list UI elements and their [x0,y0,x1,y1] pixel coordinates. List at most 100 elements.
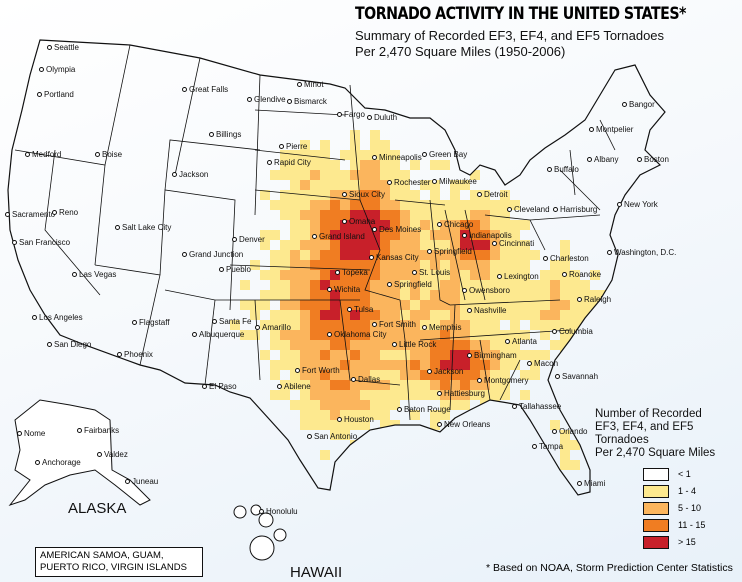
state-border [449,299,561,306]
city-label: Fargo [337,110,365,119]
city-name: New Orleans [444,420,491,429]
city-marker-icon [512,404,517,410]
density-cell [440,280,450,290]
density-cell [490,260,500,270]
city-marker-icon [17,431,22,437]
city-name: Grand Junction [189,250,244,259]
density-cell [320,340,330,350]
density-cell [380,360,390,370]
density-cell [310,370,320,380]
state-border [449,304,456,411]
density-cell [390,180,400,190]
territories-line-2: PUERTO RICO, VIRGIN ISLANDS [40,562,187,573]
city-name: San Francisco [19,238,71,247]
city-marker-icon [115,225,120,231]
density-cell [380,400,390,410]
density-cell [510,260,520,270]
density-cell [510,270,520,280]
density-cell [440,250,450,260]
density-cell [500,240,510,250]
city-label: Chicago [437,220,473,229]
city-label: Sacramento [5,210,55,219]
legend-item: < 1 [643,468,691,481]
state-border [44,149,101,296]
density-cell [310,290,320,300]
city-marker-icon [337,112,342,118]
density-cell [410,200,420,210]
density-cell [450,210,460,220]
density-cell [360,160,370,170]
density-cell [290,150,300,160]
city-label: Wichita [327,285,360,294]
density-cell [360,280,370,290]
density-cell [560,260,570,270]
state-border [429,199,451,306]
density-cell [410,330,420,340]
density-cell [490,250,500,260]
density-cell [310,410,320,420]
density-cell [280,190,290,200]
density-cell [320,220,330,230]
density-cell [280,320,290,330]
density-cell [330,190,340,200]
density-cell [450,350,460,360]
density-cell [460,180,470,190]
density-cell [230,320,240,330]
density-cell [280,350,290,360]
density-cell [540,300,550,310]
city-label: San Francisco [12,238,70,247]
density-cell [270,370,280,380]
density-cell [310,190,320,200]
density-cell [360,350,370,360]
density-cell [510,230,520,240]
city-marker-icon [589,127,594,133]
legend-item: 1 - 4 [643,485,696,498]
city-name: Memphis [429,323,462,332]
density-cell [330,230,340,240]
density-cell [260,240,270,250]
density-cell [240,330,250,340]
density-cell [290,260,300,270]
city-label: Memphis [422,323,461,332]
density-cell [290,190,300,200]
density-cell [370,280,380,290]
state-border [164,139,261,191]
density-cell [340,150,350,160]
density-cell [460,260,470,270]
city-name: Fargo [344,110,365,119]
city-label: Savannah [555,372,598,381]
city-marker-icon [547,167,552,173]
density-cell [330,380,340,390]
city-marker-icon [337,417,342,423]
city-name: Medford [32,150,62,159]
city-label: Macon [527,359,558,368]
density-cell [310,330,320,340]
density-cell [390,290,400,300]
density-cell [500,370,510,380]
density-cell [420,230,430,240]
density-cell [360,310,370,320]
density-cell [520,300,530,310]
city-marker-icon [397,407,402,413]
city-name: Des Moines [379,225,422,234]
density-cell [280,280,290,290]
density-cell [470,220,480,230]
city-marker-icon [307,434,312,440]
density-cell [310,200,320,210]
density-cell [530,360,540,370]
density-cell [380,240,390,250]
density-cell [410,290,420,300]
density-cell [290,310,300,320]
density-cell [480,280,490,290]
density-cell [580,290,590,300]
city-name: Roanoke [569,270,602,279]
city-name: Birmingham [474,351,517,360]
density-cell [450,190,460,200]
density-cell [340,230,350,240]
density-cell [470,310,480,320]
density-cell [320,260,330,270]
density-cell [410,360,420,370]
density-cell [370,350,380,360]
density-cell [460,280,470,290]
city-marker-icon [527,361,532,367]
